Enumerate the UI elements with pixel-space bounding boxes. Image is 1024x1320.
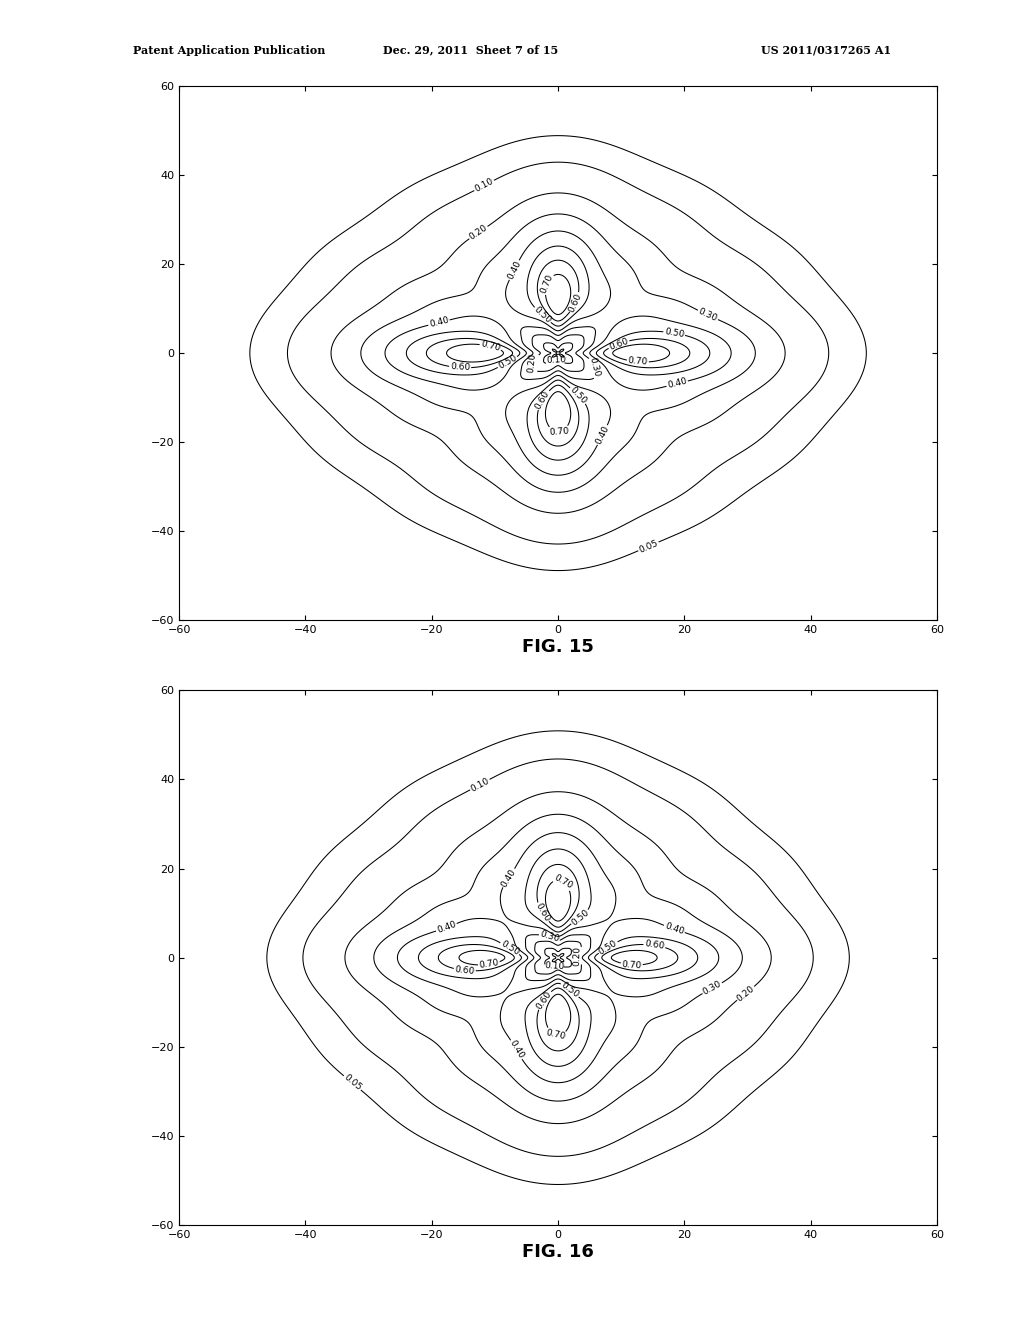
Text: 0.50: 0.50 — [532, 305, 553, 325]
Text: 0.60: 0.60 — [534, 389, 552, 411]
Text: 0.10: 0.10 — [469, 776, 490, 793]
Text: 0.60: 0.60 — [644, 940, 665, 952]
Text: 0.60: 0.60 — [455, 965, 475, 975]
Text: 0.40: 0.40 — [594, 424, 611, 446]
Text: 0.40: 0.40 — [506, 259, 523, 281]
Text: 0.60: 0.60 — [535, 989, 553, 1011]
Text: 0.40: 0.40 — [500, 867, 518, 888]
Text: 0.50: 0.50 — [597, 939, 620, 957]
Text: 0.70: 0.70 — [628, 356, 648, 367]
Text: 0.20: 0.20 — [571, 946, 582, 966]
Text: 0.60: 0.60 — [534, 902, 551, 924]
Text: 0.70: 0.70 — [479, 339, 502, 354]
Text: 0.50: 0.50 — [497, 354, 518, 371]
Text: 0.50: 0.50 — [499, 940, 521, 958]
Text: 0.60: 0.60 — [567, 292, 584, 314]
Text: 0.50: 0.50 — [569, 907, 591, 927]
Text: 0.50: 0.50 — [568, 385, 589, 405]
Text: 0.40: 0.40 — [507, 1039, 525, 1060]
Text: US 2011/0317265 A1: US 2011/0317265 A1 — [761, 45, 891, 55]
Text: 0.05: 0.05 — [637, 539, 659, 554]
Text: 0.05: 0.05 — [342, 1073, 362, 1093]
Text: 0.70: 0.70 — [622, 960, 642, 970]
Text: FIG. 15: FIG. 15 — [522, 638, 594, 656]
Text: 0.30: 0.30 — [701, 979, 723, 997]
Text: FIG. 16: FIG. 16 — [522, 1243, 594, 1262]
Text: 0.50: 0.50 — [664, 327, 685, 339]
Text: 0.30: 0.30 — [539, 929, 561, 944]
Text: 0.20: 0.20 — [468, 223, 489, 242]
Text: 0.40: 0.40 — [664, 921, 685, 937]
Text: 0.70: 0.70 — [552, 873, 574, 891]
Text: 0.20: 0.20 — [526, 352, 538, 374]
Text: 0.30: 0.30 — [588, 356, 601, 379]
Text: Patent Application Publication: Patent Application Publication — [133, 45, 326, 55]
Text: 0.70: 0.70 — [478, 958, 500, 970]
Text: 0.10: 0.10 — [473, 177, 496, 194]
Text: 0.70: 0.70 — [539, 273, 555, 294]
Text: 0.30: 0.30 — [696, 306, 719, 323]
Text: 0.40: 0.40 — [428, 315, 450, 329]
Text: 0.40: 0.40 — [667, 378, 688, 391]
Text: 0.50: 0.50 — [559, 981, 581, 1001]
Text: 0.60: 0.60 — [608, 337, 630, 351]
Text: 0.20: 0.20 — [735, 983, 757, 1003]
Text: 0.10: 0.10 — [546, 355, 566, 366]
Text: 0.40: 0.40 — [435, 920, 458, 935]
Text: Dec. 29, 2011  Sheet 7 of 15: Dec. 29, 2011 Sheet 7 of 15 — [383, 45, 559, 55]
Text: 0.60: 0.60 — [450, 363, 470, 372]
Text: 0.70: 0.70 — [549, 426, 569, 437]
Text: 0.70: 0.70 — [545, 1028, 566, 1041]
Text: 0.10: 0.10 — [544, 961, 564, 972]
